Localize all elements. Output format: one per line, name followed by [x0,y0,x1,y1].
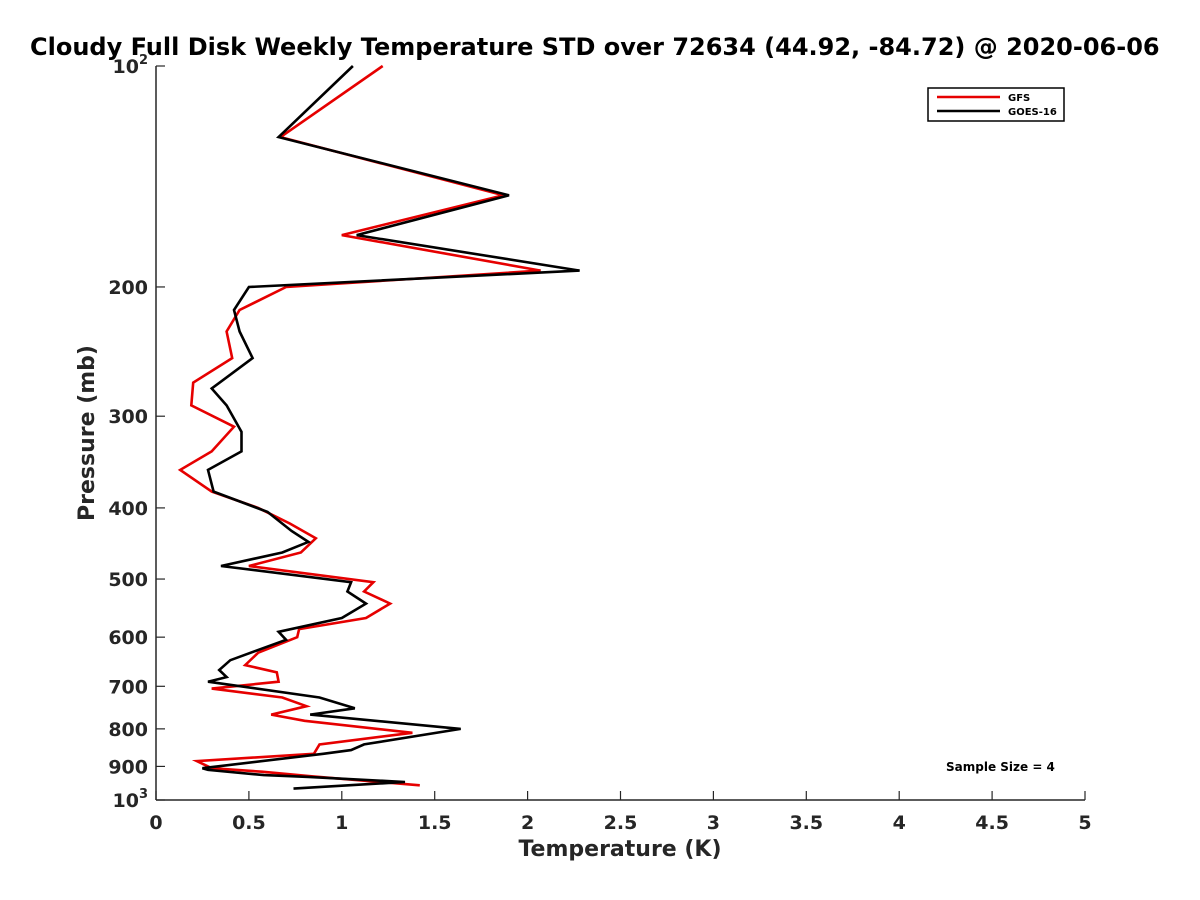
x-tick-label: 3.5 [789,812,823,834]
legend-label: GFS [1008,93,1030,104]
x-tick-label: 0 [149,812,162,834]
x-tick-label: 4 [893,812,906,834]
x-tick-label: 2 [521,812,534,834]
plot-area [155,66,1085,801]
y-tick-label: 900 [108,756,148,778]
x-axis-label: Temperature (K) [518,837,721,862]
x-axis: 0 0.5 1 1.5 2 2.5 3 3.5 4 4.5 5 [149,791,1092,834]
series-layer [177,64,580,790]
x-tick-label: 0.5 [232,812,266,834]
series-line-gfs [177,64,541,787]
y-axis: 102 200 300 400 500 600 700 800 900 103 [108,53,165,812]
y-tick-label: 400 [108,498,148,520]
y-tick-label: 500 [108,569,148,591]
y-tick-label: 600 [108,627,148,649]
y-axis-label: Pressure (mb) [75,345,100,521]
legend-label: GOES-16 [1008,107,1057,118]
x-tick-label: 5 [1078,812,1091,834]
sample-size-note: Sample Size = 4 [946,760,1055,774]
x-tick-label: 1.5 [418,812,452,834]
x-tick-label: 4.5 [975,812,1009,834]
legend-box [927,87,1065,122]
y-tick-label: 300 [108,406,148,428]
y-tick-label: 700 [108,676,148,698]
x-tick-label: 1 [335,812,348,834]
y-tick-label: 102 [113,53,149,78]
legend: GFS GOES-16 [927,87,1065,122]
chart-title: Cloudy Full Disk Weekly Temperature STD … [30,33,1160,61]
x-tick-label: 2.5 [604,812,638,834]
x-tick-label: 3 [707,812,720,834]
y-tick-label: 200 [108,277,148,299]
y-tick-label: 103 [113,787,149,812]
series-line-goes-16 [202,65,580,790]
y-tick-label: 800 [108,719,148,741]
